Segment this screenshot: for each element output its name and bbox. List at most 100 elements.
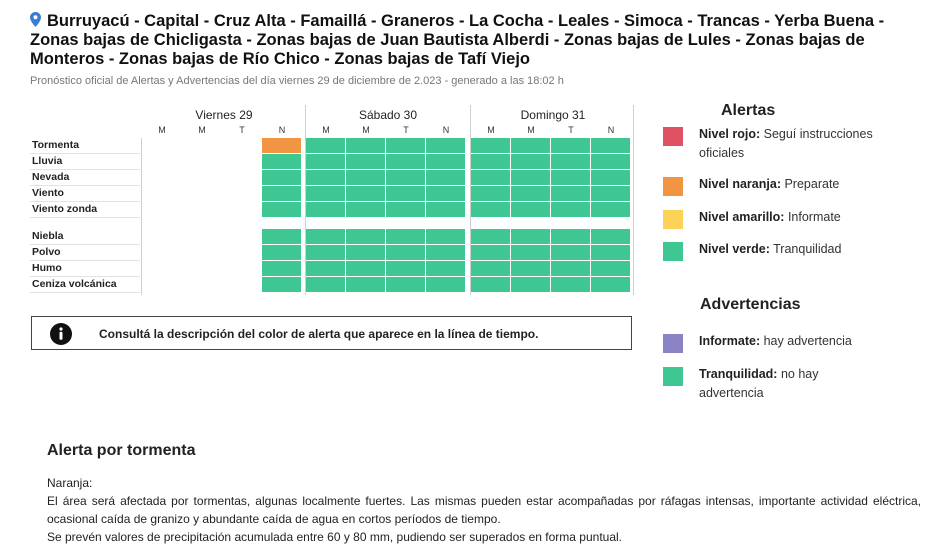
timeline-cell-verde — [511, 277, 550, 292]
timeline-cell-verde — [426, 277, 465, 292]
day-header: Domingo 31 — [520, 108, 586, 122]
timeline-cell-verde — [591, 202, 630, 217]
period-label: M — [322, 125, 330, 135]
timeline-cell-verde — [262, 202, 301, 217]
row-label: Viento — [32, 187, 64, 199]
row-label: Viento zonda — [32, 203, 98, 215]
day-separator — [305, 105, 306, 295]
legend-level-desc: no hay advertencia — [699, 367, 819, 400]
legend-swatch — [663, 177, 683, 196]
timeline-cell-verde — [262, 261, 301, 276]
legend-level-label: Nivel amarillo: — [699, 210, 785, 224]
row-label: Tormenta — [32, 139, 80, 151]
period-label: N — [442, 125, 450, 135]
timeline-cell-verde — [426, 245, 465, 260]
legend-item: Nivel verde: Tranquilidad — [699, 240, 879, 259]
timeline-cell-verde — [386, 261, 425, 276]
timeline-cell-verde — [551, 261, 590, 276]
timeline-cell-verde — [386, 154, 425, 169]
legend-level-label: Nivel rojo: — [699, 127, 761, 141]
day-header: Sábado 30 — [358, 108, 418, 122]
legend-swatch — [663, 242, 683, 261]
timeline-cell-verde — [306, 170, 345, 185]
timeline-cell-verde — [346, 277, 385, 292]
timeline-cell-verde — [471, 170, 510, 185]
period-label: M — [487, 125, 495, 135]
period-label: N — [607, 125, 615, 135]
page-header: Burruyacú - Capital - Cruz Alta - Famail… — [30, 12, 920, 87]
legend-level-desc: Seguí instrucciones oficiales — [699, 127, 873, 160]
legend-level-desc: Tranquilidad — [773, 242, 842, 256]
row-label: Humo — [32, 262, 62, 274]
legend-item: Nivel amarillo: Informate — [699, 208, 879, 227]
advertencias-title: Advertencias — [700, 296, 801, 313]
timeline-cell-verde — [346, 261, 385, 276]
period-label: N — [278, 125, 286, 135]
timeline-cell-verde — [591, 245, 630, 260]
forecast-subtitle: Pronóstico oficial de Alertas y Adverten… — [30, 75, 564, 87]
page-title: Burruyacú - Capital - Cruz Alta - Famail… — [30, 12, 920, 69]
alert-detail-body: Naranja: El área será afectada por torme… — [47, 474, 921, 546]
timeline-cell-verde — [262, 277, 301, 292]
legend-level-label: Nivel naranja: — [699, 177, 781, 191]
timeline-cell-verde — [551, 170, 590, 185]
timeline-cell-verde — [511, 202, 550, 217]
timeline-cell-verde — [551, 245, 590, 260]
timeline-cell-verde — [262, 170, 301, 185]
legend-level-desc: Informate — [787, 210, 841, 224]
day-separator — [141, 138, 142, 295]
alert-detail: Alerta por tormenta Naranja: El área ser… — [47, 442, 921, 546]
timeline-cell-verde — [262, 229, 301, 244]
timeline-cell-verde — [262, 154, 301, 169]
color-description-notice: Consultá la descripción del color de ale… — [31, 316, 632, 350]
row-label: Lluvia — [32, 155, 63, 167]
legend-level-label: Informate: — [699, 334, 761, 348]
timeline-cell-verde — [511, 261, 550, 276]
timeline-cell-verde — [511, 186, 550, 201]
timeline-cell-verde — [306, 138, 345, 153]
timeline-cell-verde — [471, 202, 510, 217]
timeline-cell-verde — [346, 138, 385, 153]
timeline-cell-verde — [471, 138, 510, 153]
location-pin-icon — [30, 12, 41, 27]
legend-item: Nivel naranja: Preparate — [699, 175, 879, 194]
legend-swatch — [663, 334, 683, 353]
timeline-cell-verde — [511, 170, 550, 185]
zones-list: Burruyacú - Capital - Cruz Alta - Famail… — [30, 12, 885, 68]
timeline-cell-verde — [306, 154, 345, 169]
timeline-cell-verde — [426, 186, 465, 201]
row-divider — [30, 260, 140, 261]
row-divider — [30, 169, 140, 170]
timeline-cell-verde — [346, 245, 385, 260]
timeline-cell-verde — [471, 261, 510, 276]
day-separator — [470, 105, 471, 295]
row-divider — [30, 244, 140, 245]
timeline-cell-verde — [591, 154, 630, 169]
row-divider — [30, 292, 140, 293]
timeline-cell-verde — [346, 202, 385, 217]
period-label: M — [362, 125, 370, 135]
row-divider — [30, 217, 140, 218]
timeline-cell-verde — [551, 186, 590, 201]
timeline-cell-verde — [306, 245, 345, 260]
alert-timeline-grid: Viernes 29 M M T N Sábado 30 M M T N Domingo 31 M M T… — [30, 105, 635, 297]
timeline-cell-verde — [386, 229, 425, 244]
period-label: T — [239, 125, 245, 135]
timeline-cell-verde — [591, 170, 630, 185]
timeline-cell-verde — [306, 277, 345, 292]
timeline-cell-verde — [551, 138, 590, 153]
legend-swatch — [663, 127, 683, 146]
period-label: T — [568, 125, 574, 135]
timeline-cell-verde — [551, 154, 590, 169]
period-label: M — [198, 125, 206, 135]
timeline-cell-verde — [306, 261, 345, 276]
row-label: Ceniza volcánica — [32, 278, 117, 290]
timeline-cell-verde — [306, 202, 345, 217]
timeline-cell-verde — [426, 138, 465, 153]
legend-swatch — [663, 210, 683, 229]
row-divider — [30, 185, 140, 186]
info-icon — [50, 323, 72, 345]
day-separator — [633, 105, 634, 295]
timeline-cell-verde — [386, 202, 425, 217]
timeline-cell-verde — [551, 202, 590, 217]
